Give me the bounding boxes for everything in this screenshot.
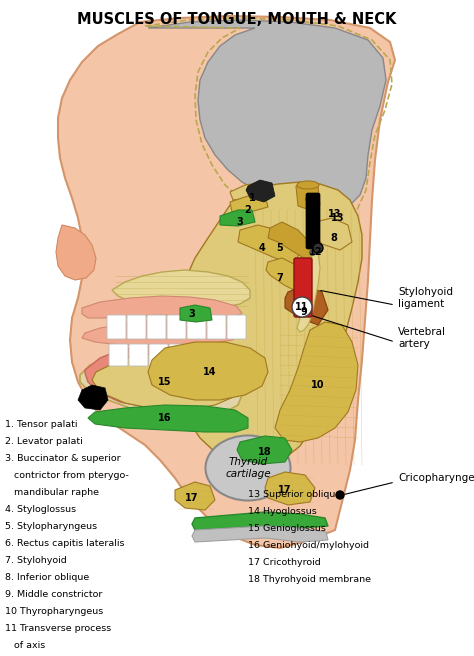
Polygon shape [92,352,245,410]
Ellipse shape [206,436,291,501]
Text: Cricopharyngeus: Cricopharyngeus [398,473,474,483]
Text: Vertebral
artery: Vertebral artery [398,327,446,349]
Text: 9. Middle constrictor: 9. Middle constrictor [5,590,102,599]
Polygon shape [297,248,320,332]
Text: 16 Geniohyoid/mylohyoid: 16 Geniohyoid/mylohyoid [248,541,369,550]
Text: 4: 4 [259,243,265,253]
Text: 4. Styloglossus: 4. Styloglossus [5,505,76,514]
Polygon shape [112,270,250,310]
Polygon shape [220,210,255,226]
Polygon shape [266,258,305,292]
Text: 6: 6 [305,195,311,205]
Polygon shape [285,285,328,325]
Text: mandibular raphe: mandibular raphe [5,488,99,497]
Circle shape [336,491,344,499]
Text: 1. Tensor palati: 1. Tensor palati [5,420,78,429]
Polygon shape [230,195,268,212]
FancyBboxPatch shape [107,315,126,339]
Text: Stylohyoid
ligament: Stylohyoid ligament [398,287,453,309]
Text: 5: 5 [277,243,283,253]
Text: 7. Stylohyoid: 7. Stylohyoid [5,556,67,565]
Polygon shape [275,322,358,442]
FancyBboxPatch shape [109,344,128,366]
Polygon shape [56,225,96,280]
Text: of axis: of axis [5,641,45,650]
Polygon shape [296,182,320,210]
Text: 16: 16 [158,413,172,423]
Polygon shape [268,222,315,262]
FancyBboxPatch shape [227,315,246,339]
Polygon shape [78,385,108,410]
Circle shape [313,243,323,253]
Text: 14: 14 [203,367,217,377]
Text: 10 Thyropharyngeus: 10 Thyropharyngeus [5,607,103,616]
FancyBboxPatch shape [187,315,206,339]
Polygon shape [173,182,362,466]
Text: 9: 9 [301,307,307,317]
Text: 6. Rectus capitis lateralis: 6. Rectus capitis lateralis [5,539,125,548]
Text: 8. Inferior oblique: 8. Inferior oblique [5,573,89,582]
FancyBboxPatch shape [294,258,312,317]
Text: 17: 17 [185,493,199,503]
Text: 14 Hyoglossus: 14 Hyoglossus [248,507,317,516]
FancyBboxPatch shape [149,344,168,366]
Polygon shape [82,322,240,346]
Polygon shape [148,342,268,400]
Text: 15 Genioglossus: 15 Genioglossus [248,524,326,533]
FancyBboxPatch shape [306,193,320,249]
FancyBboxPatch shape [127,315,146,339]
Text: 2: 2 [245,205,251,215]
Polygon shape [180,305,212,322]
Polygon shape [85,346,232,408]
FancyBboxPatch shape [147,315,166,339]
Text: 12: 12 [309,247,323,257]
Text: 1: 1 [249,193,255,203]
Polygon shape [237,436,292,464]
Text: 11 Transverse process: 11 Transverse process [5,624,111,633]
Text: 3: 3 [237,217,243,227]
Polygon shape [246,180,275,202]
Text: 11: 11 [295,302,309,312]
Text: 18 Thyrohyoid membrane: 18 Thyrohyoid membrane [248,575,371,584]
Polygon shape [265,472,315,505]
Polygon shape [312,218,352,250]
Polygon shape [238,225,300,265]
Text: 7: 7 [277,273,283,283]
Text: 15: 15 [158,377,172,387]
Polygon shape [192,526,328,542]
Text: 10: 10 [311,380,325,390]
Text: 3: 3 [189,309,195,319]
Polygon shape [58,16,395,548]
Polygon shape [148,20,386,210]
Text: 18: 18 [258,447,272,457]
Polygon shape [230,182,270,200]
Text: 13 Superior oblique: 13 Superior oblique [248,490,341,499]
Polygon shape [82,296,242,318]
Text: 2. Levator palati: 2. Levator palati [5,437,83,446]
FancyBboxPatch shape [207,315,226,339]
Circle shape [292,297,312,317]
Text: 3. Buccinator & superior: 3. Buccinator & superior [5,454,120,463]
Polygon shape [175,482,215,510]
Polygon shape [80,358,242,416]
Text: 8: 8 [330,233,337,243]
Text: Thyroid
cartilage: Thyroid cartilage [225,457,271,479]
FancyBboxPatch shape [209,344,228,366]
Text: 13: 13 [328,209,342,219]
Text: contrictor from pterygo-: contrictor from pterygo- [5,471,129,480]
Text: 13: 13 [331,213,345,223]
FancyBboxPatch shape [189,344,208,366]
Polygon shape [192,512,328,530]
Text: MUSCLES OF TONGUE, MOUTH & NECK: MUSCLES OF TONGUE, MOUTH & NECK [77,12,397,27]
FancyBboxPatch shape [169,344,188,366]
Polygon shape [88,405,248,432]
Text: 17 Cricothyroid: 17 Cricothyroid [248,558,321,567]
FancyBboxPatch shape [167,315,186,339]
Text: 17: 17 [278,485,292,495]
Text: 5. Stylopharyngeus: 5. Stylopharyngeus [5,522,97,531]
Ellipse shape [297,181,319,189]
FancyBboxPatch shape [129,344,148,366]
